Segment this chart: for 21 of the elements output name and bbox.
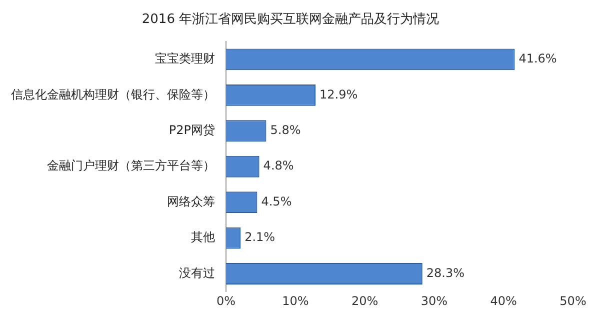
- x-tick-label: 20%: [351, 294, 378, 308]
- y-tick-label: P2P网贷: [168, 123, 215, 138]
- x-tick-label: 0%: [216, 294, 236, 308]
- y-tick-label: 信息化金融机构理财（银行、保险等）: [11, 87, 215, 102]
- y-tick-label: 金融门户理财（第三方平台等）: [47, 158, 215, 173]
- x-tick-label: 10%: [282, 294, 309, 308]
- data-label: 4.8%: [263, 158, 294, 173]
- x-tick-label: 30%: [420, 294, 448, 308]
- data-label: 41.6%: [518, 52, 557, 66]
- x-tick-label: 50%: [560, 294, 586, 308]
- data-label: 4.5%: [261, 194, 292, 208]
- chart-title: 2016 年浙江省网民购买互联网金融产品及行为情况: [142, 12, 440, 28]
- data-label: 28.3%: [426, 266, 465, 280]
- y-tick-label: 宝宝类理财: [155, 52, 215, 66]
- y-tick-label: 没有过: [179, 266, 215, 280]
- data-label: 5.8%: [270, 123, 301, 138]
- data-label: 12.9%: [320, 87, 358, 102]
- y-tick-label: 网络众筹: [167, 194, 215, 208]
- x-tick-label: 40%: [490, 294, 517, 308]
- y-tick-label: 其他: [191, 230, 215, 244]
- data-label: 2.1%: [244, 230, 276, 244]
